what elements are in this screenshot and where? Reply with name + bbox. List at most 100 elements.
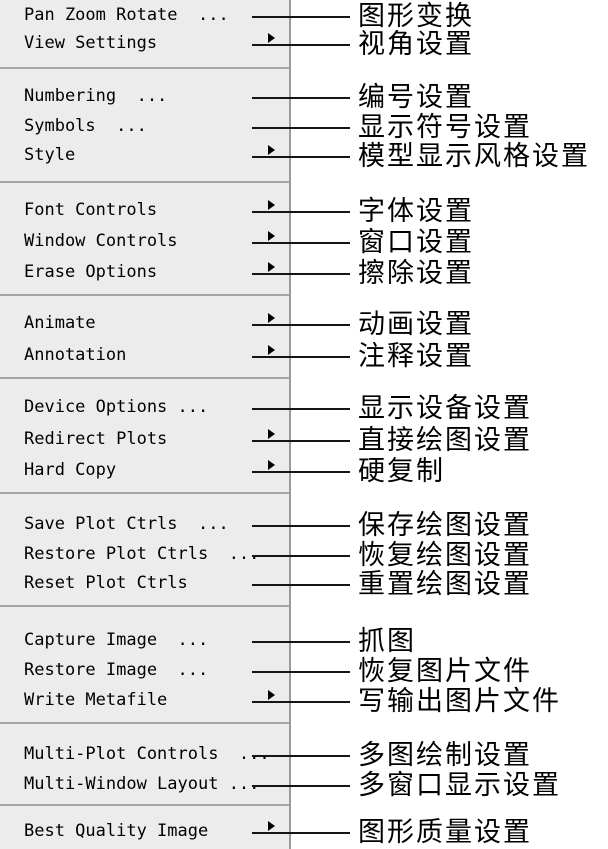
callout-line bbox=[252, 44, 350, 46]
callout-line bbox=[252, 671, 350, 673]
menu-row: Multi-Plot Controls ... 多图绘制设置 bbox=[0, 739, 608, 771]
submenu-arrow-icon bbox=[268, 821, 275, 831]
callout-line bbox=[252, 525, 350, 527]
submenu-arrow-icon bbox=[268, 262, 275, 272]
menu-item-label: Capture Image ... bbox=[24, 630, 209, 650]
menu-item-label: Numbering ... bbox=[24, 86, 168, 106]
annotation-label: 保存绘图设置 bbox=[358, 510, 532, 541]
menu-item-label: Reset Plot Ctrls bbox=[24, 573, 188, 593]
menu-separator bbox=[0, 377, 289, 379]
menu-item-best-quality-image[interactable]: Best Quality Image bbox=[0, 816, 289, 846]
annotation-label: 抓图 bbox=[358, 626, 416, 657]
menu-row: Device Options ... 显示设备设置 bbox=[0, 392, 608, 424]
callout-line bbox=[252, 755, 350, 757]
annotation-label: 视角设置 bbox=[358, 29, 474, 60]
menu-item-write-metafile[interactable]: Write Metafile bbox=[0, 685, 289, 715]
menu-row: Erase Options 擦除设置 bbox=[0, 257, 608, 289]
annotation-label: 注释设置 bbox=[358, 341, 474, 372]
annotation-label: 窗口设置 bbox=[358, 227, 474, 258]
menu-row: Hard Copy 硬复制 bbox=[0, 455, 608, 487]
submenu-arrow-icon bbox=[268, 33, 275, 43]
callout-line bbox=[252, 832, 350, 834]
menu-panel bbox=[0, 0, 291, 849]
menu-item-label: Hard Copy bbox=[24, 460, 117, 480]
menu-item-view-settings[interactable]: View Settings bbox=[0, 28, 289, 58]
menu-row: Symbols ... 显示符号设置 bbox=[0, 111, 608, 143]
menu-item-animate[interactable]: Animate bbox=[0, 308, 289, 338]
menu-row: Annotation 注释设置 bbox=[0, 340, 608, 372]
menu-item-label: Save Plot Ctrls ... bbox=[24, 514, 229, 534]
annotation-label: 多图绘制设置 bbox=[358, 740, 532, 771]
menu-item-numbering[interactable]: Numbering ... bbox=[0, 81, 289, 111]
menu-item-annotation[interactable]: Annotation bbox=[0, 340, 289, 370]
callout-line bbox=[252, 324, 350, 326]
menu-item-hard-copy[interactable]: Hard Copy bbox=[0, 455, 289, 485]
menu-row: Pan Zoom Rotate ... 图形变换 bbox=[0, 0, 608, 32]
callout-line bbox=[252, 701, 350, 703]
menu-item-label: Multi-Window Layout ... bbox=[24, 774, 260, 794]
menu-row: View Settings 视角设置 bbox=[0, 28, 608, 60]
annotation-label: 擦除设置 bbox=[358, 258, 474, 289]
menu-item-label: Annotation bbox=[24, 345, 127, 365]
menu-row: Best Quality Image 图形质量设置 bbox=[0, 816, 608, 848]
annotation-label: 恢复图片文件 bbox=[358, 656, 532, 687]
menu-separator bbox=[0, 67, 289, 69]
menu-item-pan-zoom-rotate[interactable]: Pan Zoom Rotate ... bbox=[0, 0, 289, 30]
callout-line bbox=[252, 127, 350, 129]
menu-row: Font Controls 字体设置 bbox=[0, 195, 608, 227]
menu-item-reset-plot-ctrls[interactable]: Reset Plot Ctrls bbox=[0, 568, 289, 598]
menu-row: Redirect Plots 直接绘图设置 bbox=[0, 424, 608, 456]
menu-item-label: Restore Plot Ctrls ... bbox=[24, 544, 260, 564]
menu-separator bbox=[0, 294, 289, 296]
annotation-label: 硬复制 bbox=[358, 456, 445, 487]
annotation-label: 编号设置 bbox=[358, 82, 474, 113]
annotation-label: 显示设备设置 bbox=[358, 393, 532, 424]
menu-item-restore-image[interactable]: Restore Image ... bbox=[0, 655, 289, 685]
annotation-label: 直接绘图设置 bbox=[358, 425, 532, 456]
submenu-arrow-icon bbox=[268, 200, 275, 210]
callout-line bbox=[252, 785, 350, 787]
menu-item-label: Restore Image ... bbox=[24, 660, 209, 680]
submenu-arrow-icon bbox=[268, 145, 275, 155]
callout-line bbox=[252, 97, 350, 99]
callout-line bbox=[252, 211, 350, 213]
callout-line bbox=[252, 584, 350, 586]
menu-item-capture-image[interactable]: Capture Image ... bbox=[0, 625, 289, 655]
menu-separator bbox=[0, 722, 289, 724]
menu-row: Restore Image ... 恢复图片文件 bbox=[0, 655, 608, 687]
menu-item-label: Animate bbox=[24, 313, 96, 333]
annotation-label: 模型显示风格设置 bbox=[358, 141, 590, 172]
menu-item-font-controls[interactable]: Font Controls bbox=[0, 195, 289, 225]
menu-item-window-controls[interactable]: Window Controls bbox=[0, 226, 289, 256]
menu-row: Window Controls 窗口设置 bbox=[0, 226, 608, 258]
menu-item-restore-plot-ctrls[interactable]: Restore Plot Ctrls ... bbox=[0, 539, 289, 569]
menu-item-style[interactable]: Style bbox=[0, 140, 289, 170]
callout-line bbox=[252, 555, 350, 557]
menu-item-save-plot-ctrls[interactable]: Save Plot Ctrls ... bbox=[0, 509, 289, 539]
menu-row: Animate 动画设置 bbox=[0, 308, 608, 340]
menu-item-redirect-plots[interactable]: Redirect Plots bbox=[0, 424, 289, 454]
callout-line bbox=[252, 408, 350, 410]
annotation-label: 写输出图片文件 bbox=[358, 686, 561, 717]
submenu-arrow-icon bbox=[268, 345, 275, 355]
menu-item-symbols[interactable]: Symbols ... bbox=[0, 111, 289, 141]
callout-line bbox=[252, 356, 350, 358]
submenu-arrow-icon bbox=[268, 231, 275, 241]
menu-row: Write Metafile 写输出图片文件 bbox=[0, 685, 608, 717]
annotation-label: 图形质量设置 bbox=[358, 817, 532, 848]
menu-item-multi-plot-controls[interactable]: Multi-Plot Controls ... bbox=[0, 739, 289, 769]
callout-line bbox=[252, 641, 350, 643]
menu-separator bbox=[0, 181, 289, 183]
menu-item-multi-window-layout[interactable]: Multi-Window Layout ... bbox=[0, 769, 289, 799]
menu-item-label: Window Controls bbox=[24, 231, 178, 251]
menu-item-label: Erase Options bbox=[24, 262, 158, 282]
menu-item-label: Font Controls bbox=[24, 200, 158, 220]
menu-item-erase-options[interactable]: Erase Options bbox=[0, 257, 289, 287]
menu-separator bbox=[0, 492, 289, 494]
callout-line bbox=[252, 471, 350, 473]
menu-item-device-options[interactable]: Device Options ... bbox=[0, 392, 289, 422]
annotation-label: 图形变换 bbox=[358, 1, 474, 32]
submenu-arrow-icon bbox=[268, 313, 275, 323]
callout-line bbox=[252, 242, 350, 244]
submenu-arrow-icon bbox=[268, 460, 275, 470]
